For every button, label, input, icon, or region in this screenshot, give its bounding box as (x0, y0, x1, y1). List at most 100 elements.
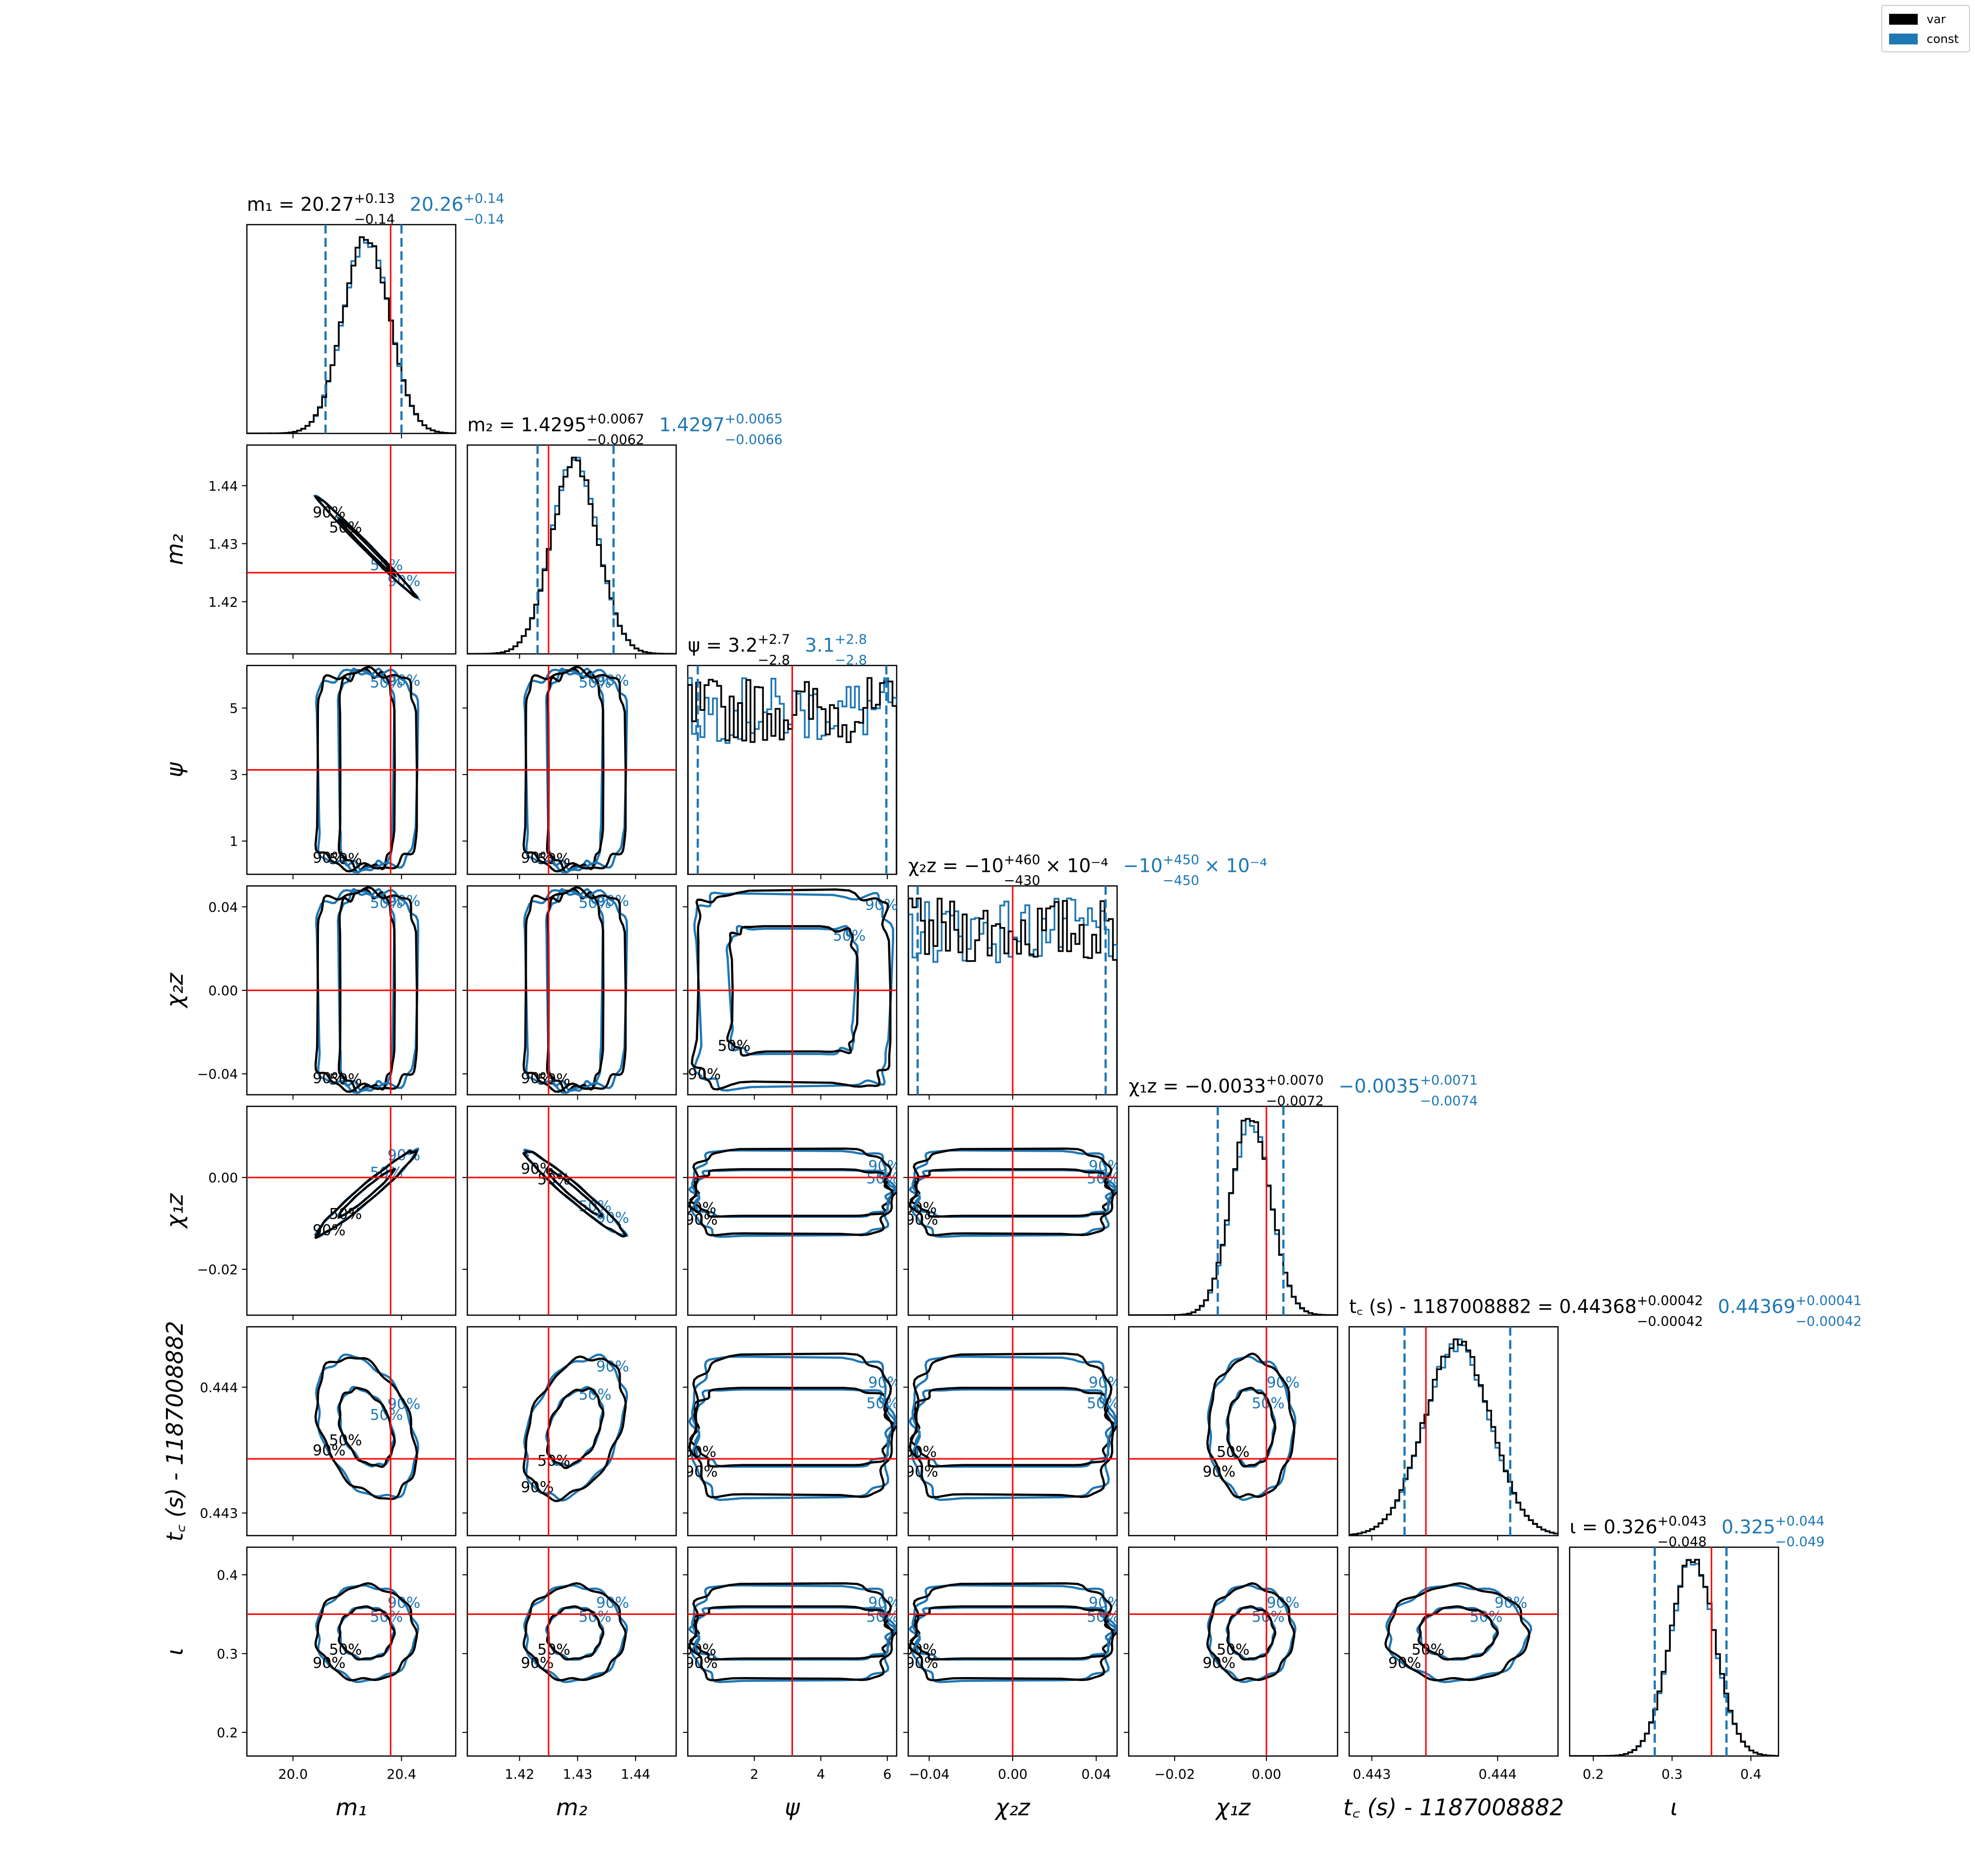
title-var: χ₁z = −0.0033+0.0070 −0.0072 (1129, 1073, 1324, 1109)
panel-frame (246, 444, 457, 655)
x-axis-label: ι (1670, 1794, 1678, 1821)
hist-panel-iota (1569, 1546, 1779, 1757)
title-tc: t꜀ (s) - 1187008882 = 0.44368+0.00042 −0.… (1349, 1293, 1862, 1329)
title-iota: ι = 0.326+0.043 −0.048 0.325+0.044 −0.049 (1570, 1514, 1824, 1550)
title-chi2z: χ₂z = −10+460 −430× 10⁻⁴ −10+450 −450× 10⁻⁴ (908, 853, 1267, 889)
contour-90pct-var (908, 1352, 1114, 1499)
contour-90pct-var (688, 1352, 894, 1499)
title-var: m₁ = 20.27+0.13 −0.14 (247, 191, 395, 227)
panel-frame (1128, 1105, 1339, 1316)
contour-label: 90% (868, 1158, 901, 1175)
panel-frame (1348, 1546, 1559, 1757)
title-const: 1.4297+0.0065 −0.0066 (659, 412, 783, 448)
title-const: −10+450 −450× 10⁻⁴ (1123, 853, 1267, 889)
panel-frame (246, 1326, 457, 1536)
y-tick-label: 0.4 (217, 1568, 238, 1583)
contour-90pct-var (522, 1355, 627, 1502)
contour-panel-psi-chi1z: 50%50%90%90% (687, 1105, 901, 1316)
hist-panel-tc (1348, 1326, 1559, 1536)
legend: var const (1881, 5, 1970, 52)
contour-panel-m2-chi2z: 50%50%90%90% (467, 885, 677, 1095)
legend-entry-var: var (1889, 12, 1946, 27)
contour-label: 90% (685, 1654, 718, 1672)
contour-label: 50% (717, 1038, 750, 1055)
x-tick-label: 0.04 (1081, 1767, 1111, 1782)
y-tick-label: 1.43 (208, 537, 238, 552)
legend-label-var: var (1927, 12, 1946, 26)
x-tick-label: 1.44 (621, 1767, 650, 1782)
legend-label-const: const (1927, 32, 1959, 46)
contour-90pct-var (1206, 1352, 1296, 1499)
y-tick-label: 0.443 (200, 1506, 238, 1522)
contour-label: 90% (1266, 1595, 1300, 1612)
contour-panel-m1-iota: 50%50%90%90% (246, 1546, 457, 1757)
contour-label: 50% (537, 1642, 570, 1659)
contour-panel-psi-tc: 50%50%90%90% (685, 1326, 899, 1536)
y-tick-label: 0.04 (208, 900, 238, 915)
contour-panel-m2-chi1z: 50%50%90%90% (467, 1105, 677, 1316)
contour-50pct-var (337, 1168, 396, 1219)
contour-90pct-var (688, 1147, 894, 1237)
contour-label: 50% (579, 1386, 612, 1404)
panel-frame (467, 1105, 677, 1316)
contour-label: 50% (329, 851, 362, 868)
panel-frame (246, 224, 457, 434)
y-tick-label: 0.3 (217, 1646, 238, 1662)
hist-panel-chi2z (908, 885, 1118, 1095)
y-tick-label: 3 (230, 768, 238, 783)
y-tick-label: −0.04 (197, 1067, 238, 1082)
contour-label: 90% (1388, 1654, 1422, 1672)
contour-panel-chi1z-tc: 50%50%90%90% (1128, 1326, 1339, 1536)
contour-label: 50% (866, 1395, 899, 1412)
y-axis-label: χ₂z (161, 973, 188, 1009)
y-tick-label: 0.00 (208, 983, 238, 999)
contour-panel-m1-chi2z: 50%50%90%90% (246, 885, 457, 1095)
title-const: 3.1+2.8 −2.8 (805, 632, 867, 668)
hist-panel-psi (687, 664, 898, 875)
panel-frame (467, 1546, 677, 1757)
x-tick-label: 0.00 (1252, 1767, 1281, 1782)
contour-label: 50% (329, 1432, 362, 1449)
contour-label: 90% (905, 1654, 938, 1672)
contour-label: 50% (1087, 1395, 1120, 1412)
title-var: χ₂z = −10+460 −430× 10⁻⁴ (908, 853, 1108, 889)
contour-90pct-const (315, 668, 420, 874)
title-const: −0.0035+0.0071 −0.0074 (1339, 1073, 1478, 1109)
y-tick-label: 0.00 (208, 1171, 238, 1186)
x-tick-label: −0.04 (908, 1767, 949, 1782)
title-psi: ψ = 3.2+2.7 −2.8 3.1+2.8 −2.8 (688, 632, 867, 668)
contour-label: 50% (579, 1608, 612, 1626)
title-const: 0.44369+0.00041 −0.00042 (1718, 1293, 1861, 1329)
contour-panel-tc-iota: 50%50%90%90% (1348, 1546, 1559, 1757)
contour-label: 90% (868, 1595, 901, 1612)
contour-label: 90% (313, 1654, 346, 1672)
panel-frame (467, 444, 677, 655)
contour-label: 50% (370, 1608, 403, 1626)
contour-50pct-var (909, 1387, 1117, 1468)
x-tick-label: 0.2 (1582, 1767, 1604, 1782)
x-tick-label: 0.00 (998, 1767, 1027, 1782)
contour-label: 90% (388, 1396, 421, 1413)
contour-label: 90% (596, 1358, 629, 1375)
contour-50pct-var (337, 517, 398, 578)
contour-90pct-var (522, 1150, 627, 1238)
contour-panel-m2-psi: 50%50%90%90% (467, 664, 677, 875)
contour-label: 90% (685, 1463, 718, 1481)
y-tick-label: 1.42 (208, 595, 238, 610)
legend-entry-const: const (1889, 32, 1959, 46)
x-tick-label: 1.42 (505, 1767, 534, 1782)
y-tick-label: 1 (230, 834, 238, 850)
contour-panel-m1-chi1z: 50%50%90%90% (246, 1105, 457, 1316)
contour-panel-m2-iota: 50%50%90%90% (467, 1546, 677, 1757)
y-axis-label: χ₁z (161, 1193, 188, 1230)
x-tick-label: 4 (817, 1767, 825, 1782)
contour-panel-chi2z-iota: 50%50%90%90% (905, 1546, 1118, 1757)
x-axis-label: t꜀ (s) - 1187008882 (1343, 1794, 1564, 1821)
y-axis-label: ψ (161, 762, 188, 778)
contour-label: 50% (1412, 1642, 1445, 1659)
contour-panel-psi-iota: 50%50%90%90% (685, 1546, 901, 1757)
x-tick-label: 20.0 (278, 1767, 308, 1782)
contour-90pct-var (522, 665, 627, 873)
title-var: m₂ = 1.4295+0.0067 −0.0062 (468, 412, 644, 448)
